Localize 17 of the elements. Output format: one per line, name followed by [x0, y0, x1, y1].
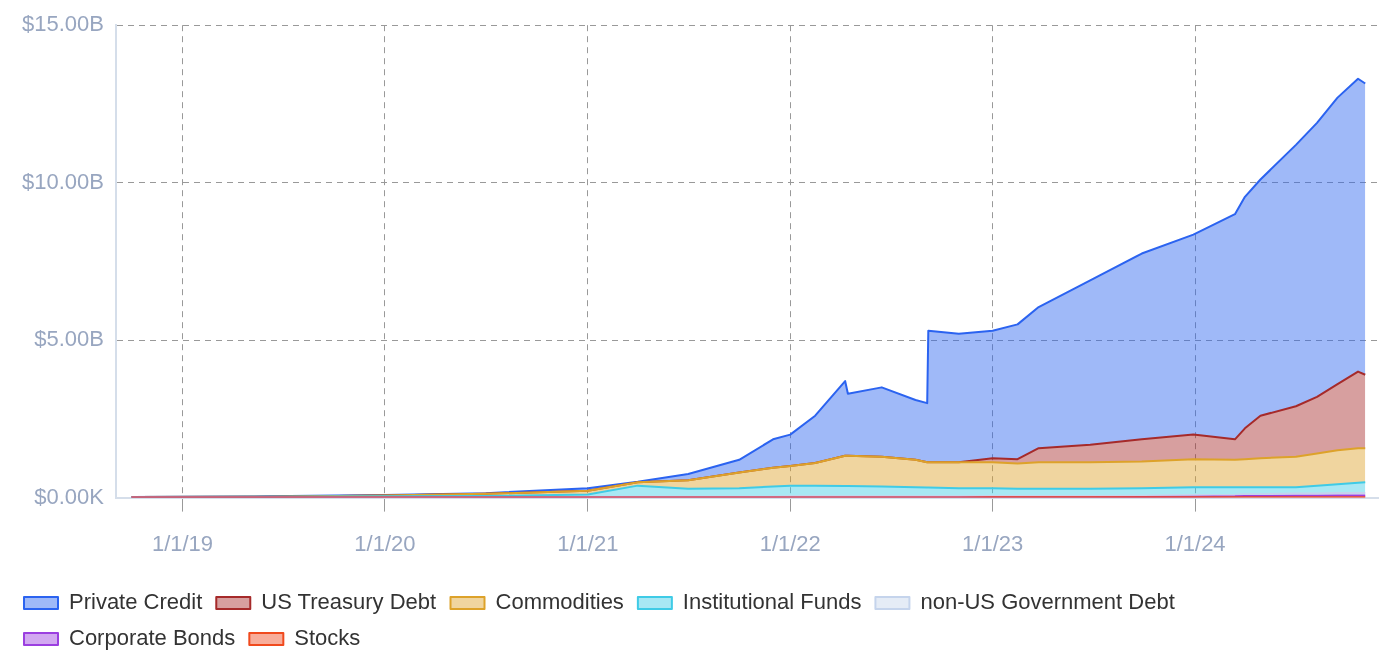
x-tick-label: 1/1/23 [962, 530, 1024, 556]
x-tick-label: 1/1/20 [354, 530, 416, 556]
x-tick-label: 1/1/24 [1164, 530, 1226, 556]
legend-label: Private Credit [69, 589, 203, 615]
y-tick-label: $5.00B [34, 326, 104, 352]
x-tick-label: 1/1/22 [759, 530, 821, 556]
y-tick-label: $15.00B [21, 11, 104, 37]
legend-label: US Treasury Debt [261, 589, 437, 615]
x-tick-label: 1/1/21 [557, 530, 619, 556]
x-tick-label: 1/1/19 [151, 530, 214, 556]
y-tick-label: $10.00B [21, 168, 104, 194]
legend-label: Institutional Funds [682, 589, 862, 615]
legend-label: Commodities [495, 589, 624, 615]
y-tick-label: $0.00K [34, 483, 105, 509]
legend-label: non-US Government Debt [920, 589, 1175, 615]
legend-label: Stocks [294, 625, 361, 651]
legend-label: Corporate Bonds [69, 625, 236, 651]
